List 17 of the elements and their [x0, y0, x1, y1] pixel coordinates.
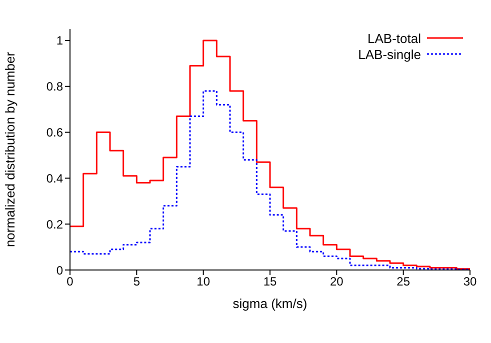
x-tick-label: 30 — [463, 274, 477, 289]
x-tick-label: 15 — [263, 274, 277, 289]
y-tick-label: 0.4 — [46, 171, 64, 186]
x-tick-label: 5 — [133, 274, 140, 289]
x-tick-label: 10 — [196, 274, 210, 289]
x-tick-label: 0 — [66, 274, 74, 289]
x-axis-title: sigma (km/s) — [232, 296, 308, 311]
y-axis-title: normalized distribution by number — [2, 51, 18, 248]
y-tick-label: 0.2 — [46, 217, 64, 232]
y-tick-label: 0.6 — [46, 126, 64, 140]
y-tick-label: 1 — [56, 34, 64, 48]
x-tick-label: 20 — [330, 274, 344, 289]
legend-label: LAB-single — [358, 46, 421, 62]
legend-label: LAB-total — [368, 30, 421, 46]
x-tick-label: 25 — [396, 274, 410, 289]
y-tick-label: 0 — [56, 263, 64, 278]
y-tick-label: 0.8 — [46, 80, 64, 94]
